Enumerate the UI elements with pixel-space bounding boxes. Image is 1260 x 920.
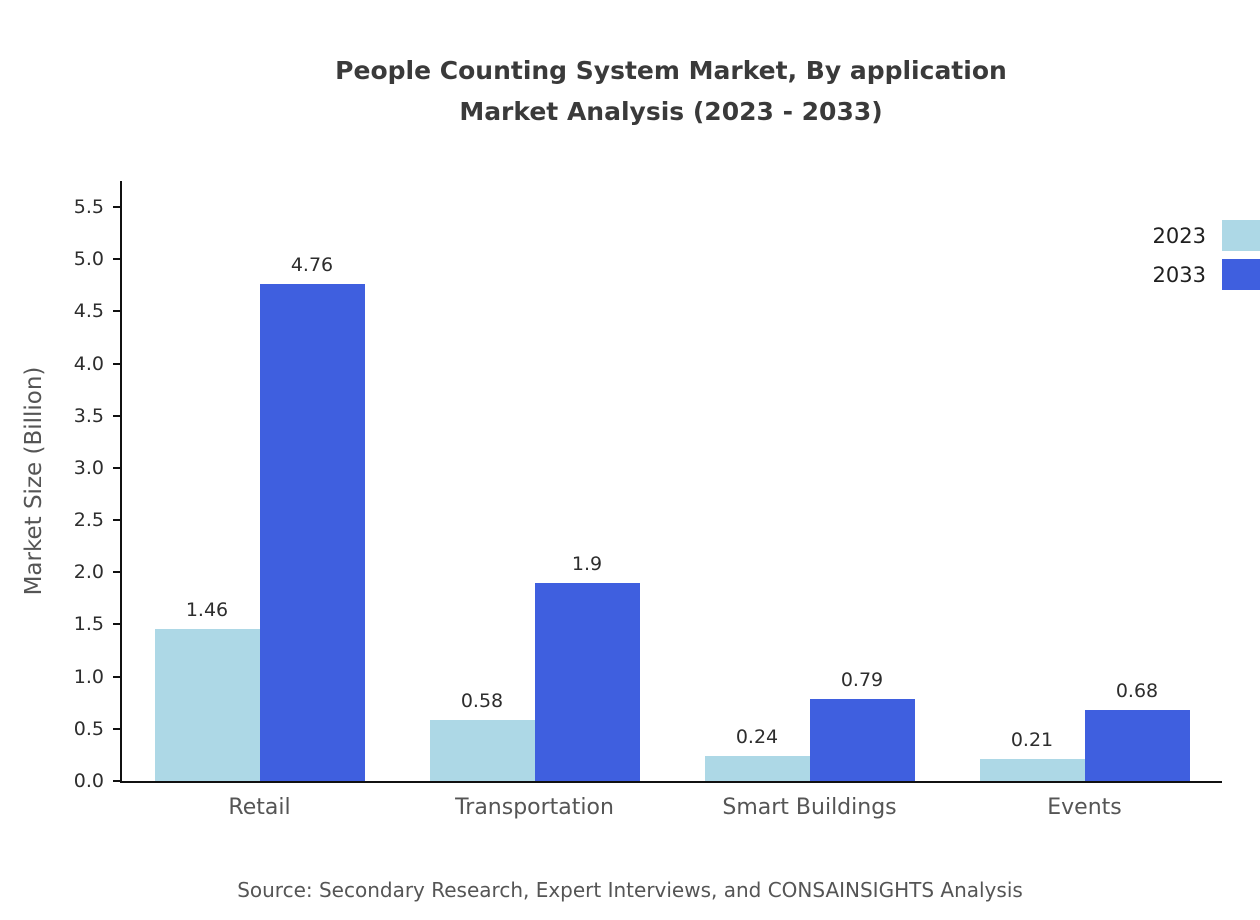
- chart-title-line2: Market Analysis (2023 - 2033): [459, 97, 883, 126]
- legend-label-2033: 2033: [1152, 262, 1206, 287]
- x-category-label: Events: [1047, 795, 1122, 820]
- y-tick-label: 3.0: [73, 456, 104, 479]
- legend-swatch-2033: [1222, 259, 1260, 290]
- y-tick-label: 4.0: [73, 352, 104, 375]
- bar-2023-smart-buildings: [704, 755, 810, 781]
- bar-2023-events: [979, 759, 1085, 781]
- y-tick-label: 0.0: [73, 770, 104, 792]
- y-tick-label: 1.0: [73, 665, 104, 688]
- y-tick-mark: [113, 466, 122, 469]
- y-tick-label: 2.0: [73, 561, 104, 584]
- y-tick-mark: [113, 571, 122, 574]
- plot-area: 0.0 0.5 1.0 1.5 2.0 2.5 3.0 3.5 4.0 4.5 5.0 5.5 1.46…: [74, 181, 1222, 820]
- bar-value-label: 1.46: [185, 598, 229, 621]
- y-tick-label: 5.0: [73, 248, 104, 271]
- y-tick-mark: [113, 675, 122, 678]
- bar-value-label: 0.68: [1115, 680, 1159, 703]
- bar-value-label: 0.79: [840, 668, 884, 691]
- y-tick-mark: [113, 414, 122, 417]
- y-tick-mark: [113, 727, 122, 730]
- bar-2023-retail: [154, 628, 260, 781]
- bar-value-label: 0.58: [460, 690, 504, 713]
- legend-label-2023: 2023: [1152, 223, 1206, 248]
- bar-2033-retail: [259, 284, 365, 781]
- legend-item-2023: 2023: [1153, 220, 1260, 251]
- bar-value-label: 0.21: [1010, 729, 1054, 752]
- y-axis-label: Market Size (Billion): [21, 366, 47, 596]
- bar-2033-events: [1084, 710, 1190, 781]
- x-category-label: Smart Buildings: [722, 795, 897, 820]
- legend-swatch-2023: [1222, 220, 1260, 251]
- x-category-label: Retail: [228, 795, 291, 820]
- chart-title: People Counting System Market, By applic…: [120, 50, 1222, 132]
- y-tick-label: 2.5: [73, 509, 104, 532]
- y-tick-mark: [113, 310, 122, 313]
- chart-title-line1: People Counting System Market, By applic…: [335, 56, 1007, 85]
- bar-2023-transportation: [429, 720, 535, 781]
- y-tick-label: 1.5: [73, 613, 104, 636]
- source-note: Source: Secondary Research, Expert Inter…: [237, 878, 1023, 902]
- bar-value-label: 1.9: [571, 552, 603, 575]
- y-tick-label: 3.5: [73, 404, 104, 427]
- y-tick-mark: [113, 519, 122, 522]
- bar-2033-smart-buildings: [809, 698, 915, 781]
- y-tick-mark: [113, 780, 122, 782]
- y-tick-mark: [113, 258, 122, 261]
- y-tick-label: 5.5: [73, 196, 104, 219]
- y-tick-mark: [113, 623, 122, 626]
- bar-value-label: 0.24: [735, 725, 779, 748]
- legend-item-2033: 2033: [1153, 259, 1260, 290]
- legend: 2023 2033: [1153, 220, 1260, 298]
- x-category-label: Transportation: [455, 795, 614, 820]
- bar-2033-transportation: [534, 582, 640, 781]
- y-tick-label: 4.5: [73, 300, 104, 323]
- y-tick-label: 0.5: [73, 717, 104, 740]
- y-tick-mark: [113, 206, 122, 209]
- y-tick-mark: [113, 362, 122, 365]
- bar-value-label: 4.76: [290, 254, 334, 277]
